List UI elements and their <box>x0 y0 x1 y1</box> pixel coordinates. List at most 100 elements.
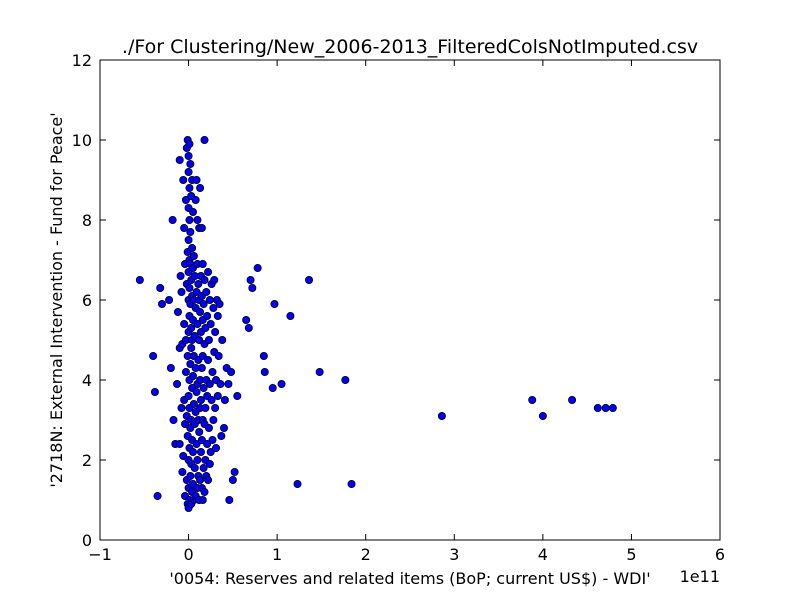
data-point <box>203 439 212 448</box>
data-point <box>169 415 178 424</box>
data-point <box>197 363 206 372</box>
data-point <box>195 335 204 344</box>
chart-title: ./For Clustering/New_2006-2013_FilteredC… <box>122 36 698 58</box>
data-point <box>568 395 577 404</box>
data-point <box>341 375 350 384</box>
data-point <box>601 403 610 412</box>
data-point <box>165 295 174 304</box>
data-point <box>186 471 195 480</box>
data-point <box>157 299 166 308</box>
x-tick-label: 1 <box>272 545 282 564</box>
data-point <box>197 435 206 444</box>
data-point <box>206 319 215 328</box>
data-point <box>215 299 224 308</box>
data-point <box>192 387 201 396</box>
data-point <box>593 403 602 412</box>
data-point <box>220 395 229 404</box>
data-point <box>211 403 220 412</box>
data-point <box>178 467 187 476</box>
data-point <box>176 271 185 280</box>
data-point <box>198 259 207 268</box>
data-point <box>153 491 162 500</box>
data-point <box>186 359 195 368</box>
data-point <box>233 391 242 400</box>
data-point <box>528 395 537 404</box>
data-point <box>213 391 222 400</box>
data-point <box>184 167 193 176</box>
data-point <box>244 323 253 332</box>
data-point <box>181 195 190 204</box>
data-point <box>248 283 257 292</box>
data-point <box>204 267 213 276</box>
data-point <box>186 159 195 168</box>
data-point <box>268 383 277 392</box>
data-point <box>184 391 193 400</box>
data-point <box>177 287 186 296</box>
x-axis-label: '0054: Reserves and related items (BoP; … <box>169 569 650 588</box>
data-point <box>200 275 209 284</box>
data-point <box>187 343 196 352</box>
data-point <box>192 175 201 184</box>
data-point <box>228 475 237 484</box>
data-point <box>135 275 144 284</box>
data-point <box>186 227 195 236</box>
data-point <box>193 455 202 464</box>
data-point <box>218 335 227 344</box>
y-tick-label: 6 <box>82 291 92 310</box>
data-point <box>270 299 279 308</box>
data-point <box>224 379 233 388</box>
data-point <box>185 183 194 192</box>
data-point <box>196 183 205 192</box>
x-tick-label: 3 <box>449 545 459 564</box>
data-point <box>188 207 197 216</box>
data-point <box>175 155 184 164</box>
data-point <box>204 423 213 432</box>
data-point <box>184 235 193 244</box>
data-point <box>200 135 209 144</box>
data-point <box>185 139 194 148</box>
data-point <box>216 379 225 388</box>
data-point <box>205 459 214 468</box>
data-point <box>210 275 219 284</box>
data-point <box>538 411 547 420</box>
x-tick-label: 4 <box>538 545 548 564</box>
data-point <box>208 435 217 444</box>
data-point <box>199 383 208 392</box>
data-point <box>175 439 184 448</box>
data-point <box>259 351 268 360</box>
y-tick-label: 4 <box>82 371 92 390</box>
y-axis-label: '2718N: External Intervention - Fund for… <box>47 112 66 487</box>
data-point <box>189 399 198 408</box>
data-point <box>150 387 159 396</box>
data-point <box>181 367 190 376</box>
data-point <box>206 447 215 456</box>
data-point <box>189 251 198 260</box>
x-tick-label: 2 <box>361 545 371 564</box>
data-point <box>208 367 217 376</box>
y-tick-label: 0 <box>82 531 92 550</box>
data-point <box>201 323 210 332</box>
y-tick-label: 8 <box>82 211 92 230</box>
data-point <box>253 263 262 272</box>
data-point <box>209 415 218 424</box>
data-point <box>188 447 197 456</box>
data-point <box>293 479 302 488</box>
data-point <box>246 275 255 284</box>
scatter-points <box>135 135 617 512</box>
data-point <box>187 323 196 332</box>
data-point <box>213 311 222 320</box>
y-tick-label: 10 <box>72 131 92 150</box>
x-tick-label: 6 <box>715 545 725 564</box>
data-point <box>197 223 206 232</box>
data-point <box>199 463 208 472</box>
data-point <box>196 307 205 316</box>
data-point <box>156 283 165 292</box>
x-tick-label: −1 <box>88 545 112 564</box>
data-point <box>185 215 194 224</box>
data-point <box>203 311 212 320</box>
data-point <box>207 395 216 404</box>
data-point <box>305 275 314 284</box>
data-point <box>198 351 207 360</box>
